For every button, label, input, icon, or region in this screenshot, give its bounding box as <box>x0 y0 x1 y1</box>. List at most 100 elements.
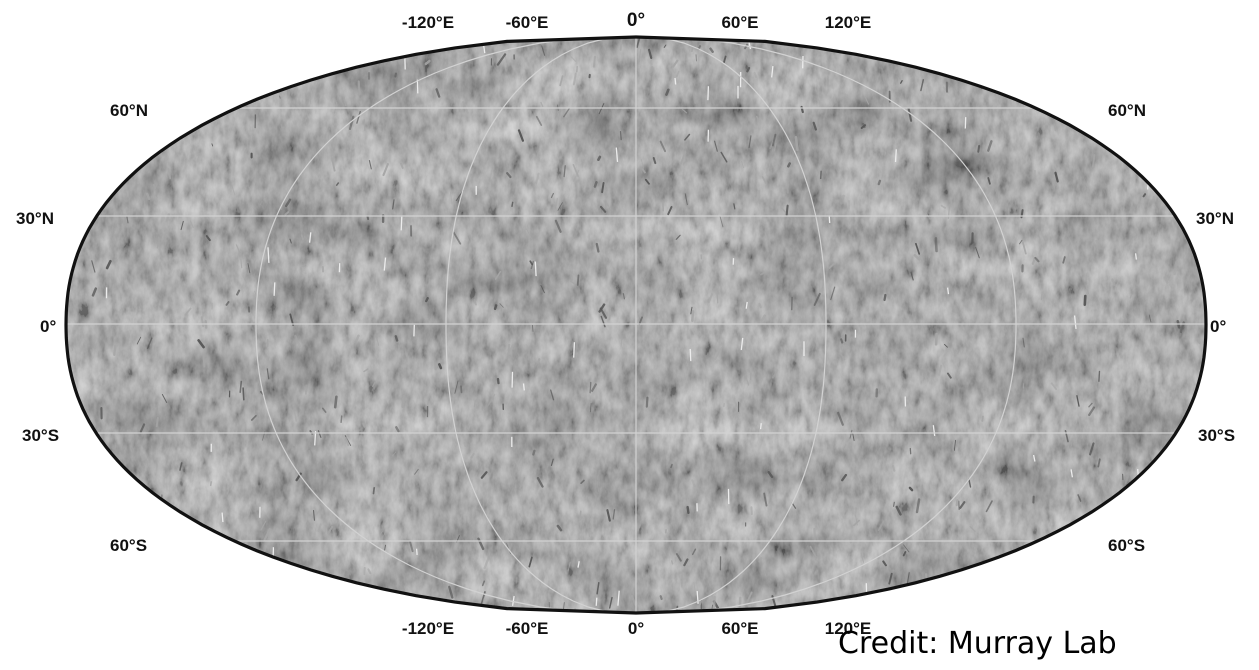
lat-label-left-60s: 60°S <box>110 536 147 555</box>
surface-streak <box>605 201 610 207</box>
surface-streak <box>659 595 663 601</box>
surface-streak <box>696 600 703 610</box>
latitude-labels-left: 60°N 30°N 0° 30°S 60°S <box>16 101 148 555</box>
credit-text: Credit: Murray Lab <box>838 626 1117 661</box>
surface-streak <box>285 198 292 208</box>
surface-streak <box>189 220 194 229</box>
surface-streak <box>761 176 767 184</box>
surface-streak <box>647 48 653 60</box>
surface-streak <box>679 151 687 165</box>
surface-streak <box>1085 284 1090 295</box>
surface-streak <box>892 501 895 507</box>
surface-streak <box>436 61 442 71</box>
surface-streak <box>302 178 305 190</box>
surface-streak <box>308 449 312 456</box>
surface-streak <box>683 565 687 581</box>
surface-streak <box>828 398 832 405</box>
surface-streak <box>612 106 619 115</box>
surface-streak <box>291 432 296 447</box>
surface-streak <box>572 164 579 177</box>
surface-streak <box>483 555 491 570</box>
surface-streak <box>1148 314 1152 323</box>
surface-streak <box>672 160 677 166</box>
lon-label-top-1: -120°E <box>402 13 454 32</box>
surface-streak <box>987 177 991 185</box>
surface-streak <box>424 59 431 66</box>
surface-streak <box>598 103 605 115</box>
surface-streak <box>517 129 525 142</box>
surface-streak <box>755 115 760 122</box>
surface-streak <box>758 386 762 392</box>
surface-streak <box>462 100 469 114</box>
surface-streak <box>600 315 606 328</box>
surface-streak <box>563 107 571 118</box>
surface-streak <box>279 95 281 99</box>
surface-streak <box>200 316 205 328</box>
surface-streak <box>537 358 541 364</box>
surface-streak <box>684 193 688 206</box>
surface-streak <box>928 253 932 258</box>
surface-streak <box>379 531 383 536</box>
surface-streak <box>488 166 494 181</box>
surface-bright-mark <box>415 548 418 555</box>
surface-streak <box>575 583 580 589</box>
surface-streak <box>384 544 386 551</box>
surface-streak <box>184 307 192 316</box>
surface-streak <box>771 133 777 147</box>
surface-streak <box>590 383 597 392</box>
surface-bright-mark <box>221 512 224 523</box>
surface-streak <box>645 589 650 594</box>
surface-streak <box>299 221 303 232</box>
surface-streak <box>378 329 381 334</box>
surface-streak <box>589 381 592 394</box>
surface-streak <box>136 336 142 345</box>
longitude-labels-top: -120°E -60°E 0° 60°E 120°E <box>402 10 871 32</box>
surface-streak <box>959 501 966 509</box>
surface-streak <box>473 399 476 408</box>
surface-streak <box>963 189 968 194</box>
surface-streak <box>723 55 727 64</box>
surface-streak <box>954 439 956 451</box>
surface-streak <box>987 483 991 496</box>
surface-streak <box>981 415 984 422</box>
surface-bright-mark <box>932 425 936 436</box>
lat-label-right-0: 0° <box>1210 317 1226 336</box>
surface-streak <box>664 310 673 324</box>
surface-streak <box>1070 438 1073 447</box>
surface-streak <box>787 117 792 125</box>
surface-streak <box>840 338 844 344</box>
surface-streak <box>1129 233 1134 244</box>
surface-streak <box>812 121 818 131</box>
surface-bright-mark <box>615 147 619 162</box>
surface-streak <box>587 529 590 538</box>
surface-streak <box>481 580 486 587</box>
surface-streak <box>139 423 146 433</box>
surface-streak <box>563 165 566 178</box>
surface-bright-mark <box>946 287 950 295</box>
surface-streak <box>448 585 454 599</box>
surface-streak <box>597 155 602 161</box>
surface-streak <box>578 510 582 521</box>
surface-streak <box>847 414 855 422</box>
surface-streak <box>293 407 298 422</box>
surface-streak <box>641 168 646 174</box>
surface-streak <box>535 46 541 57</box>
surface-streak <box>705 345 711 355</box>
surface-streak <box>482 507 486 514</box>
surface-streak <box>606 509 611 522</box>
surface-streak <box>519 476 526 489</box>
surface-bright-mark <box>740 337 744 350</box>
surface-streak <box>236 289 241 296</box>
surface-streak <box>414 468 419 475</box>
surface-streak <box>156 261 162 273</box>
surface-streak <box>278 193 281 203</box>
surface-streak <box>691 548 697 556</box>
surface-streak <box>1088 402 1093 408</box>
surface-streak <box>460 385 463 394</box>
surface-streak <box>239 380 243 394</box>
lon-label-top-2: -60°E <box>506 13 549 32</box>
surface-streak <box>518 512 526 525</box>
surface-streak <box>557 202 563 211</box>
surface-streak <box>785 204 789 216</box>
